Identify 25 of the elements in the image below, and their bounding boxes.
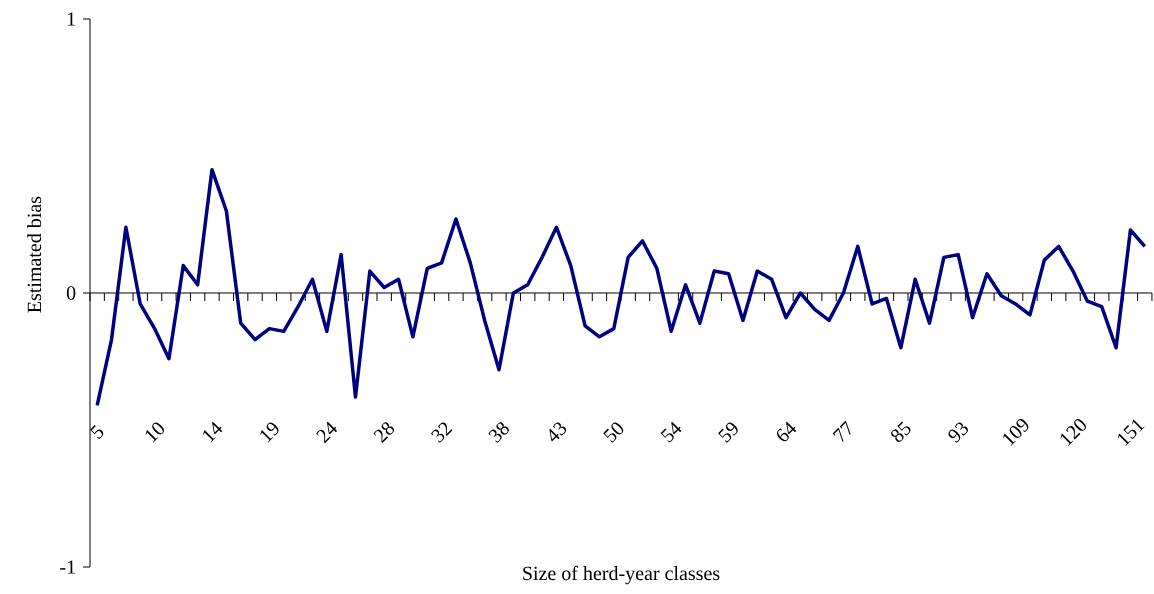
x-tick-label: 50 [603,422,624,443]
y-tick-label: -1 [60,560,75,574]
x-tick-label: 59 [718,422,738,443]
x-tick-label: 32 [431,422,453,443]
x-tick-label: 38 [488,422,509,443]
x-axis-title: Size of herd-year classes [523,565,720,585]
x-tick-label: 85 [891,421,911,442]
x-tick-label: 43 [549,422,567,442]
x-tick-label: 24 [316,421,338,444]
x-tick-label: 93 [948,422,968,443]
x-tick-label: 5 [90,425,104,440]
line-series [95,167,1147,408]
y-tick-label: 0 [66,286,76,300]
x-tick-label: 28 [373,422,395,444]
x-tick-label: 151 [1117,419,1145,446]
y-axis-title: Estimated bias [27,196,42,313]
y-tick-label: 1 [67,12,75,26]
x-tick-label: 109 [1003,419,1029,446]
x-tick-label: 14 [203,421,223,443]
x-tick-label: 10 [145,422,165,443]
x-tick-label: 64 [776,421,797,442]
x-tick-label: 120 [1060,419,1086,446]
x-tick-label: 54 [660,421,682,443]
x-tick-label: 77 [832,420,851,443]
x-tick-label: 19 [260,422,279,443]
